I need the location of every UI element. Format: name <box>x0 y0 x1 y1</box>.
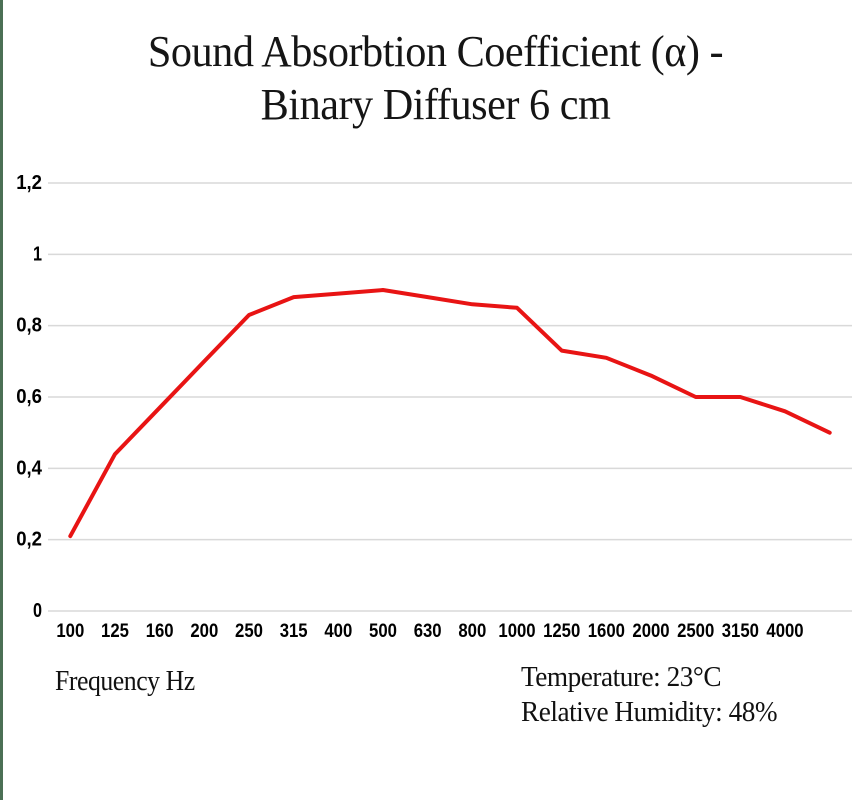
title-line-1: Sound Absorbtion Coefficient (α) - <box>147 27 724 76</box>
chart-title: Sound Absorbtion Coefficient (α) - Binar… <box>20 26 850 132</box>
x-tick-label: 1600 <box>588 621 625 642</box>
y-tick-label: 0,4 <box>16 457 43 479</box>
x-tick-label: 315 <box>280 621 308 642</box>
x-tick-label: 100 <box>56 621 84 642</box>
x-tick-label: 800 <box>458 621 486 642</box>
x-tick-label: 3150 <box>722 621 759 642</box>
chart-svg: 0 0,2 0,4 0,6 0,8 1 1,2 100 125 160 200 250 315 400 50… <box>16 172 852 642</box>
annotation-temperature: Temperature: 23°C <box>521 661 722 693</box>
left-border-strip <box>0 0 3 800</box>
x-tick-label: 1000 <box>498 621 535 642</box>
x-tick-label: 250 <box>235 621 263 642</box>
annotations-block: Temperature: 23°C Relative Humidity: 48% <box>521 660 831 730</box>
x-tick-label: 4000 <box>766 621 803 642</box>
x-tick-label: 630 <box>414 621 442 642</box>
x-tick-label: 2000 <box>632 621 669 642</box>
y-tick-label: 0 <box>33 600 42 622</box>
x-tick-label: 1250 <box>543 621 580 642</box>
y-tick-label: 1,2 <box>16 172 42 194</box>
data-line <box>68 288 832 539</box>
x-tick-label: 200 <box>190 621 218 642</box>
x-tick-label: 400 <box>324 621 352 642</box>
y-tick-label: 0,6 <box>16 386 42 408</box>
title-line-2: Binary Diffuser 6 cm <box>260 79 611 129</box>
x-tick-label: 125 <box>101 621 129 642</box>
x-tick-label: 2500 <box>677 621 714 642</box>
x-tick-label: 500 <box>369 621 397 642</box>
y-tick-label: 1 <box>33 243 42 265</box>
x-axis-title: Frequency Hz <box>55 666 195 697</box>
annotation-humidity: Relative Humidity: 48% <box>521 695 778 728</box>
y-tick-label: 0,2 <box>16 529 42 551</box>
x-tick-label: 160 <box>146 621 174 642</box>
y-tick-label: 0,8 <box>16 315 42 337</box>
